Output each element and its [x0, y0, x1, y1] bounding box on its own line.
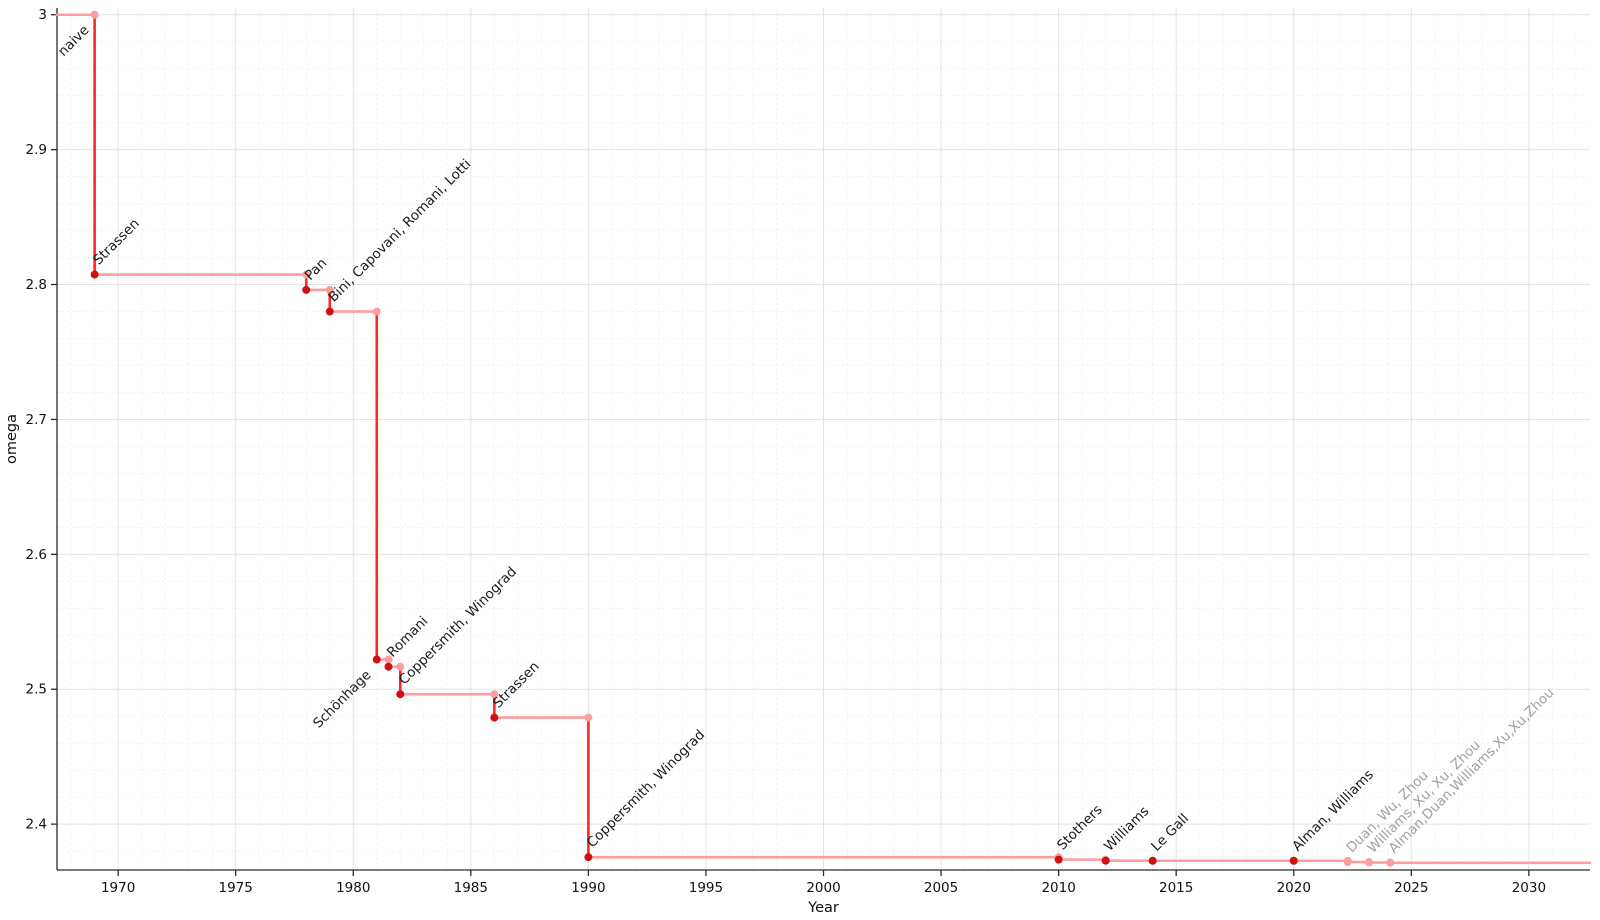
record-label: Stothers: [1054, 802, 1106, 854]
record-marker: [584, 853, 593, 862]
corner-marker: [490, 690, 499, 699]
y-tick-label: 2.7: [26, 412, 47, 428]
x-tick-label: 2000: [806, 880, 840, 896]
x-tick-label: 2030: [1512, 880, 1546, 896]
record-marker: [1148, 856, 1157, 865]
corner-marker: [584, 713, 593, 722]
record-label: Strassen: [90, 216, 143, 269]
x-tick-label: 1975: [219, 880, 253, 896]
record-label: Williams: [1101, 803, 1152, 854]
record-label: Strassen: [490, 659, 543, 712]
record-marker: [1289, 856, 1298, 865]
record-label: Coppersmith, Winograd: [584, 727, 708, 851]
record-marker: [1386, 858, 1395, 867]
x-tick-label: 2025: [1394, 880, 1428, 896]
corner-marker: [325, 285, 334, 294]
record-marker: [302, 285, 311, 294]
record-marker: [1343, 858, 1352, 867]
y-tick-label: 2.9: [26, 142, 47, 158]
x-tick-label: 1985: [454, 880, 488, 896]
record-label: naive: [55, 22, 92, 59]
record-marker: [90, 270, 99, 279]
record-marker: [372, 655, 381, 664]
record-marker: [1364, 858, 1373, 867]
y-tick-label: 2.6: [26, 547, 47, 563]
y-tick-label: 2.4: [26, 817, 47, 833]
x-axis-title: Year: [807, 900, 839, 916]
x-tick-label: 1970: [101, 880, 135, 896]
x-tick-label: 1990: [571, 880, 605, 896]
y-axis-title: omega: [4, 414, 20, 464]
corner-marker: [384, 655, 393, 664]
x-tick-label: 1995: [689, 880, 723, 896]
corner-marker: [372, 307, 381, 316]
corner-marker: [302, 270, 311, 279]
record-label: Schönhage: [310, 667, 374, 731]
corner-marker: [396, 662, 405, 671]
x-tick-label: 2020: [1277, 880, 1311, 896]
record-marker: [325, 307, 334, 316]
y-tick-label: 2.8: [26, 277, 47, 293]
y-tick-label: 2.5: [26, 682, 47, 698]
record-marker: [1054, 855, 1063, 864]
record-label: Le Gall: [1148, 811, 1192, 855]
x-tick-label: 2015: [1159, 880, 1193, 896]
record-marker: [396, 690, 405, 699]
x-tick-label: 2005: [924, 880, 958, 896]
x-tick-label: 2010: [1041, 880, 1075, 896]
record-marker: [1101, 856, 1110, 865]
corner-marker: [90, 10, 99, 19]
y-tick-label: 3: [38, 7, 47, 23]
record-marker: [490, 713, 499, 722]
x-tick-label: 1980: [336, 880, 370, 896]
record-marker: [384, 662, 393, 671]
